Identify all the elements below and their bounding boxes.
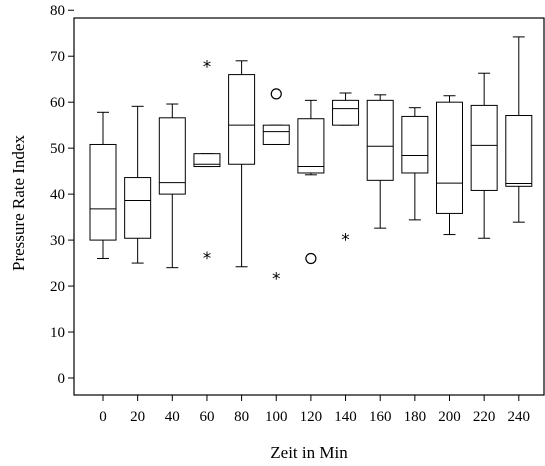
y-axis: 0 10 20 30 40 50 60 70 80 bbox=[50, 3, 74, 387]
box-group-140: * bbox=[332, 92, 360, 250]
y-axis-title: Pressure Rate Index bbox=[9, 135, 28, 271]
y-tick-label: 60 bbox=[50, 95, 65, 111]
box-group-120 bbox=[297, 99, 325, 265]
y-tick-label: 30 bbox=[50, 233, 65, 249]
iqr-box bbox=[436, 101, 463, 214]
box-group-80 bbox=[228, 60, 256, 268]
box-group-220 bbox=[470, 72, 498, 239]
x-tick-label: 180 bbox=[404, 409, 427, 425]
x-axis: 0 20 40 60 80 100 120 140 160 180 200 220 240 bbox=[99, 395, 530, 425]
box-group-20 bbox=[124, 105, 152, 264]
box-group-0 bbox=[89, 111, 117, 259]
iqr-box bbox=[89, 143, 117, 241]
plot-frame bbox=[73, 17, 545, 396]
y-tick-label: 70 bbox=[50, 49, 65, 65]
x-axis-title: Zeit in Min bbox=[270, 443, 348, 462]
x-tick-label: 80 bbox=[234, 409, 249, 425]
y-tick-label: 50 bbox=[50, 141, 65, 157]
iqr-box bbox=[193, 153, 221, 168]
box-group-60: ** bbox=[193, 57, 221, 269]
box-group-160 bbox=[366, 94, 394, 229]
x-tick-label: 220 bbox=[473, 409, 496, 425]
iqr-box bbox=[158, 117, 186, 195]
iqr-box bbox=[228, 74, 256, 165]
outlier-circle bbox=[305, 252, 317, 265]
iqr-box bbox=[470, 104, 498, 191]
y-tick-label: 0 bbox=[58, 371, 66, 387]
outlier-circle bbox=[270, 88, 282, 100]
x-tick-label: 200 bbox=[438, 409, 461, 425]
y-tick-label: 20 bbox=[50, 279, 65, 295]
x-tick-label: 140 bbox=[334, 409, 357, 425]
x-tick-label: 20 bbox=[130, 409, 145, 425]
boxes: **** bbox=[89, 36, 533, 289]
iqr-box bbox=[401, 115, 429, 174]
iqr-box bbox=[332, 99, 360, 126]
outlier-star: * bbox=[203, 57, 212, 77]
iqr-box bbox=[124, 177, 152, 239]
iqr-box bbox=[505, 115, 533, 187]
box-group-40 bbox=[158, 103, 186, 269]
y-tick-label: 80 bbox=[50, 3, 65, 19]
outlier-star: * bbox=[272, 269, 281, 289]
x-tick-label: 60 bbox=[199, 409, 214, 425]
x-tick-label: 160 bbox=[369, 409, 392, 425]
box-group-180 bbox=[401, 107, 429, 221]
x-tick-label: 0 bbox=[99, 409, 107, 425]
iqr-box bbox=[297, 118, 325, 174]
x-tick-label: 240 bbox=[508, 409, 531, 425]
outlier-star: * bbox=[341, 230, 350, 250]
iqr-box bbox=[262, 124, 290, 145]
x-tick-label: 40 bbox=[165, 409, 180, 425]
box-group-200 bbox=[436, 95, 463, 236]
y-tick-label: 10 bbox=[50, 325, 65, 341]
box-group-100: * bbox=[262, 88, 290, 289]
x-tick-label: 120 bbox=[300, 409, 323, 425]
x-tick-label: 100 bbox=[265, 409, 288, 425]
box-group-240 bbox=[505, 36, 533, 223]
y-tick-label: 40 bbox=[50, 187, 65, 203]
iqr-box bbox=[366, 99, 394, 181]
outlier-star: * bbox=[203, 249, 212, 269]
